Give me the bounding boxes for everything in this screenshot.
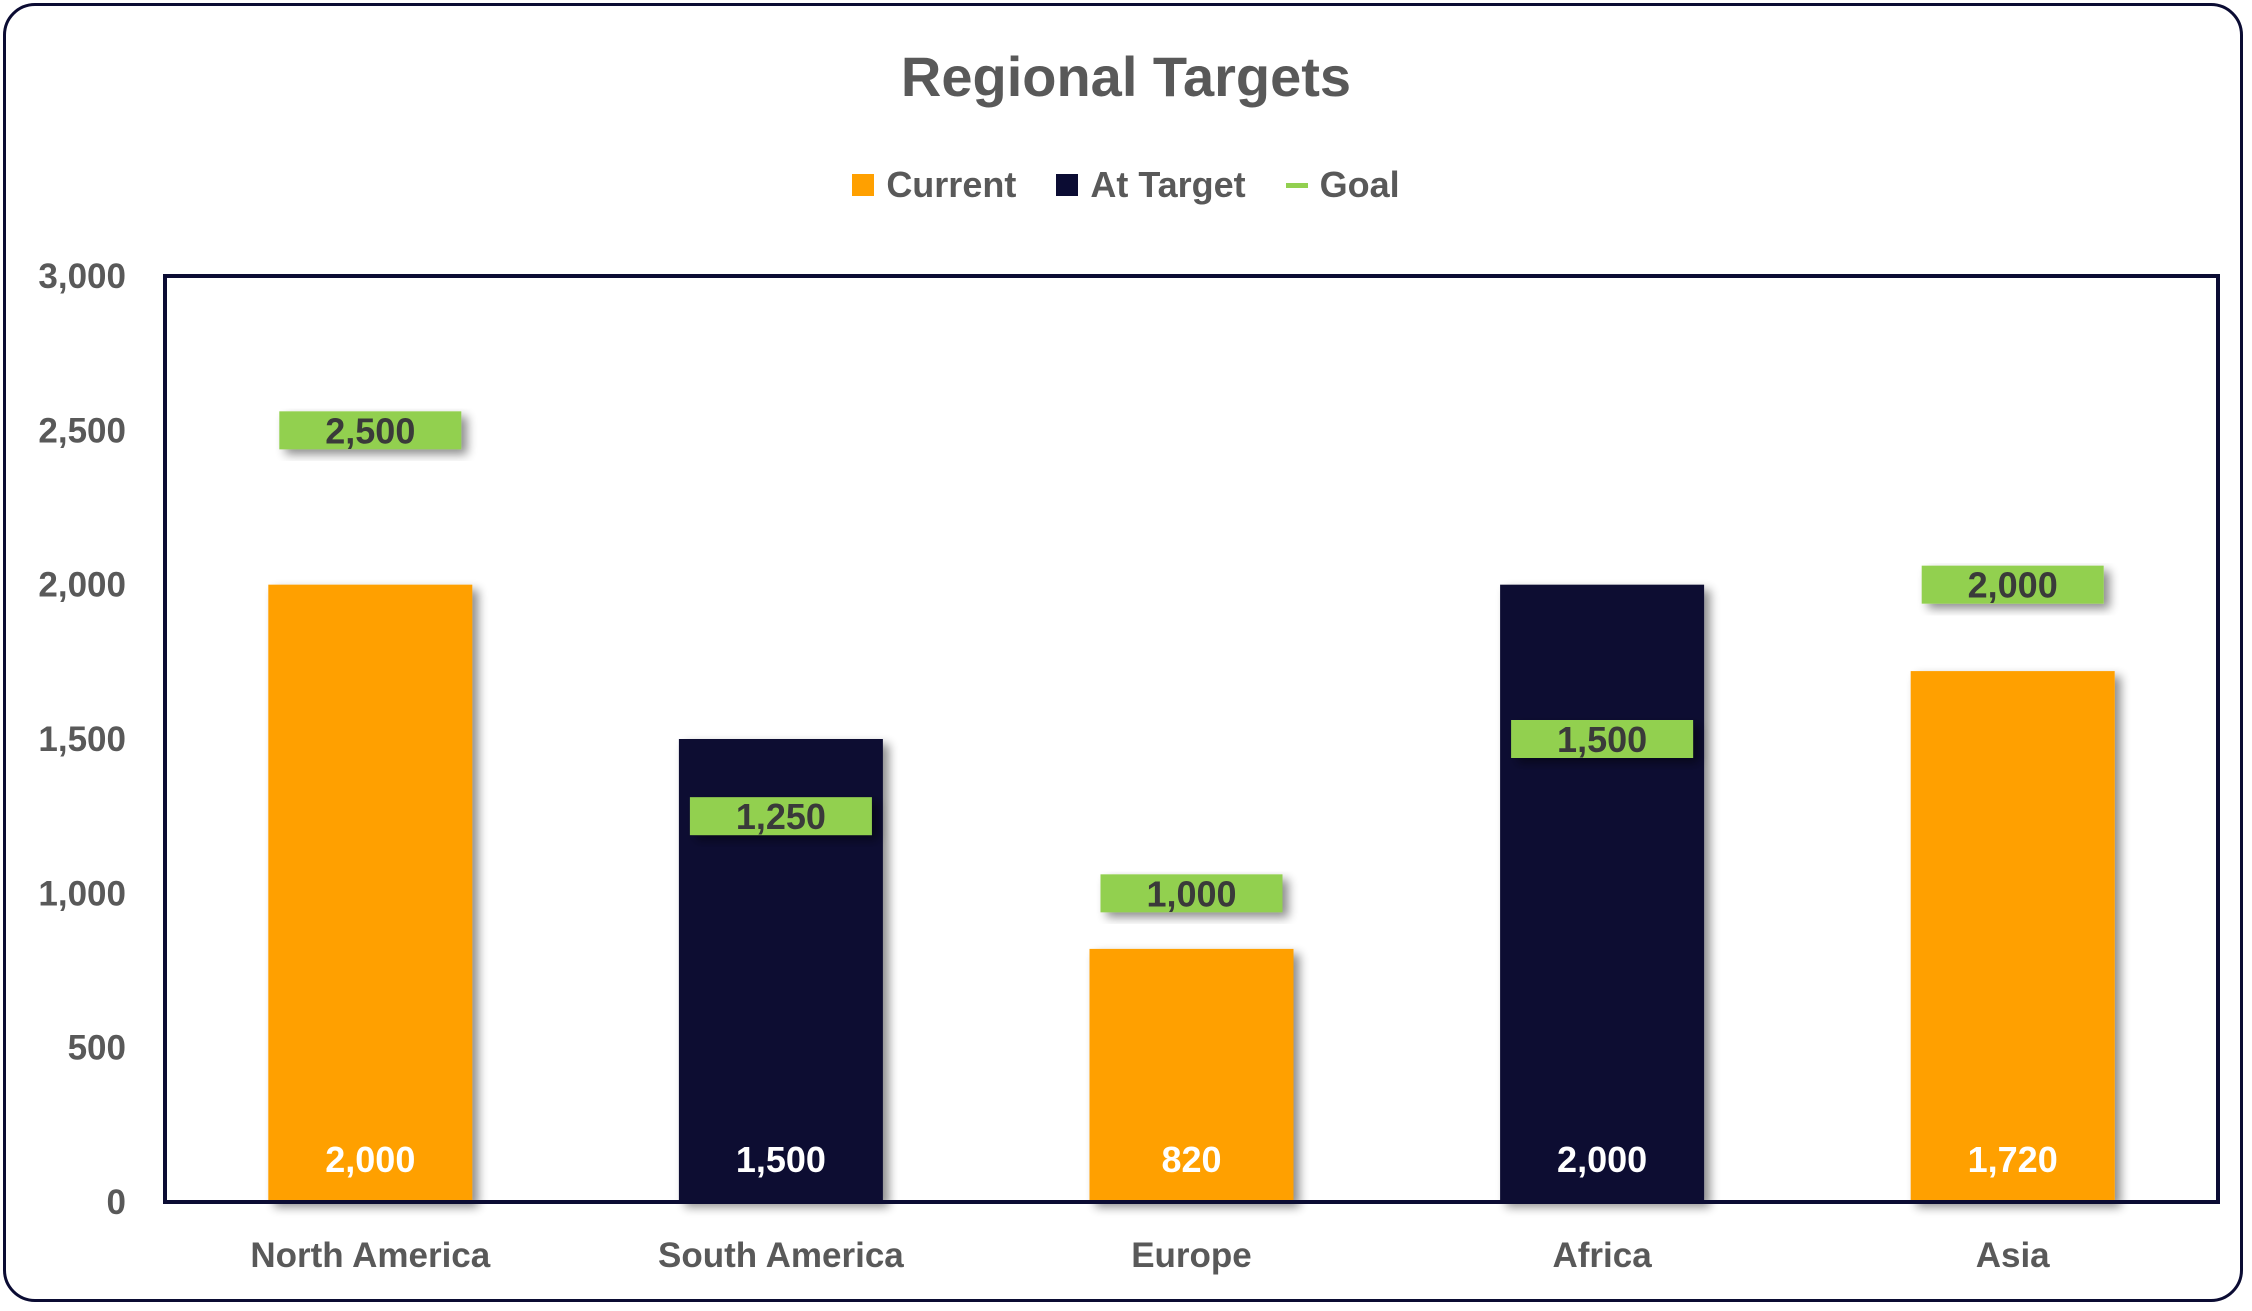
y-tick-label: 500 <box>68 1029 126 1068</box>
bar-current <box>268 584 473 1202</box>
bar-at-target <box>1500 584 1705 1202</box>
goal-marker <box>1921 565 2104 604</box>
x-category-label: North America <box>250 1236 490 1275</box>
bar-value-label: 1,500 <box>736 1139 826 1180</box>
goal-value-label: 1,000 <box>1146 873 1236 914</box>
goals-group: 2,500 1,250 1,000 1,500 2,000 <box>279 410 2104 914</box>
legend-item-at-target: At Target <box>1056 164 1246 206</box>
x-category-label: Asia <box>1976 1236 2050 1275</box>
legend-item-current: Current <box>852 164 1016 206</box>
y-tick-label: 0 <box>107 1183 126 1222</box>
y-tick-label: 1,000 <box>38 874 126 913</box>
y-tick-label: 2,500 <box>38 411 126 450</box>
bar-current <box>1089 948 1294 1202</box>
y-tick-label: 1,500 <box>38 720 126 759</box>
legend-swatch-current <box>852 174 875 196</box>
bar-value-label: 2,000 <box>1557 1139 1647 1180</box>
goal-marker <box>1100 874 1283 913</box>
legend-swatch-at-target <box>1056 174 1079 196</box>
chart-legend: Current At Target Goal <box>0 164 2252 206</box>
legend-swatch-goal <box>1285 182 1308 188</box>
bar-current <box>1910 671 2115 1202</box>
legend-item-goal: Goal <box>1285 164 1400 206</box>
x-category-label: Europe <box>1131 1236 1252 1275</box>
bar-value-label: 2,000 <box>325 1139 415 1180</box>
x-category-label: Africa <box>1552 1236 1652 1275</box>
y-axis-tick-labels: 0 500 1,000 1,500 2,000 2,500 3,000 <box>38 257 126 1222</box>
legend-label-current: Current <box>886 164 1017 205</box>
y-tick-label: 3,000 <box>38 257 126 296</box>
chart-title: Regional Targets <box>900 45 1352 108</box>
goal-marker <box>279 411 462 450</box>
plot-area-border <box>163 274 2220 1204</box>
goal-value-label: 2,500 <box>325 410 415 451</box>
legend-label-at-target: At Target <box>1090 164 1246 205</box>
y-tick-label: 2,000 <box>38 566 126 605</box>
legend-label-goal: Goal <box>1319 164 1400 205</box>
x-category-label: South America <box>658 1236 904 1275</box>
goal-marker <box>689 797 872 836</box>
goal-value-label: 2,000 <box>1968 565 2058 606</box>
goal-value-label: 1,250 <box>736 796 826 837</box>
bar-value-label: 1,720 <box>1968 1139 2058 1180</box>
goal-value-label: 1,500 <box>1557 719 1647 760</box>
x-axis-tick-labels: North America South America Europe Africa As… <box>250 1236 2050 1275</box>
bar-value-label: 820 <box>1161 1139 1221 1180</box>
goal-marker <box>1511 720 1694 758</box>
